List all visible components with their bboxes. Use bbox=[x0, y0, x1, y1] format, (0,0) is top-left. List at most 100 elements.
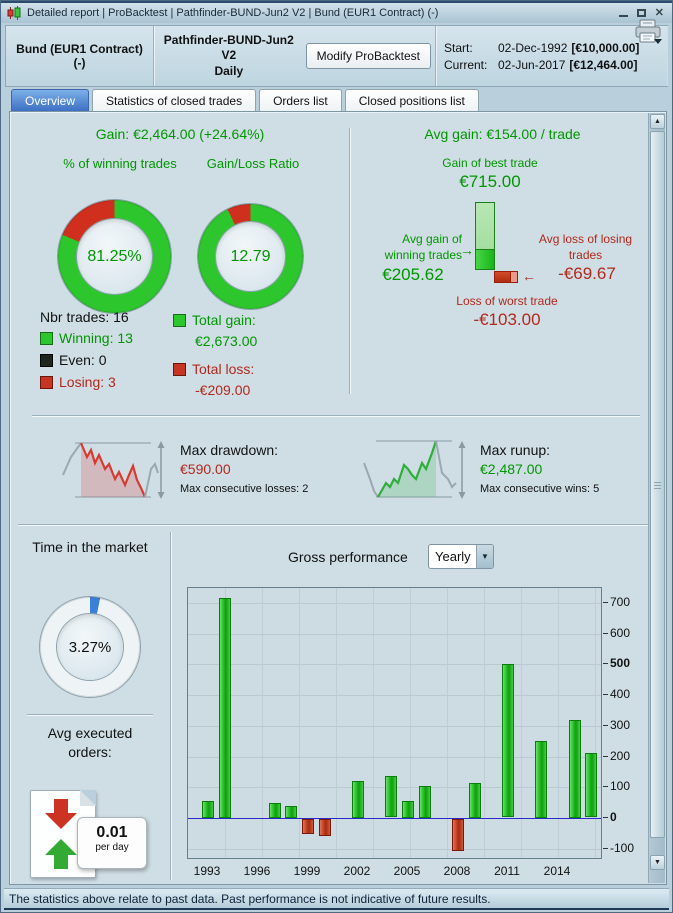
scrollbar-thumb[interactable] bbox=[650, 131, 665, 838]
max-runup-label: Max runup: bbox=[480, 442, 551, 458]
nbr-trades-text: Nbr trades: 16 bbox=[40, 309, 129, 325]
avg-loss-value: -€69.67 bbox=[558, 264, 616, 283]
gain-loss-ratio-donut: 12.79 bbox=[198, 204, 303, 309]
max-consecutive-wins: Max consecutive wins: 5 bbox=[480, 483, 600, 495]
chart-bar-2000 bbox=[319, 819, 331, 836]
y-tick-label: 700 bbox=[602, 595, 631, 609]
max-runup-value: €2,487.00 bbox=[480, 461, 543, 477]
gridline-vertical bbox=[410, 588, 411, 858]
total-gain-label: Total gain: bbox=[192, 312, 256, 328]
avg-win-bar bbox=[476, 249, 494, 269]
zero-line bbox=[188, 818, 601, 819]
x-tick-label: 1993 bbox=[193, 864, 221, 878]
report-header: Bund (EUR1 Contract) (-) Pathfinder-BUND… bbox=[5, 25, 668, 87]
total-loss-label: Total loss: bbox=[192, 361, 255, 377]
nbr-trades: Nbr trades: 16 bbox=[40, 309, 129, 325]
buy-arrow-icon bbox=[45, 839, 77, 869]
gridline-vertical bbox=[373, 588, 374, 858]
chart-bar-2016 bbox=[585, 753, 597, 817]
winning-swatch-icon bbox=[40, 331, 53, 345]
y-tick-label: 500 bbox=[602, 656, 631, 670]
time-in-market-donut: 3.27% bbox=[40, 597, 140, 697]
total-gain-legend: Total gain: bbox=[173, 312, 256, 328]
print-button[interactable] bbox=[634, 19, 664, 45]
arrow-right-icon: → bbox=[460, 242, 474, 258]
avg-orders-value: 0.01 bbox=[96, 824, 128, 841]
arrow-left-icon: ← bbox=[522, 268, 536, 284]
maximize-button[interactable] bbox=[636, 9, 646, 17]
dropdown-arrow-icon[interactable]: ▼ bbox=[476, 545, 493, 568]
chart-bar-2013 bbox=[535, 741, 547, 818]
chart-bar-2008 bbox=[452, 819, 464, 851]
avg-orders-title: Avg executed orders: bbox=[47, 725, 133, 760]
chart-bar-2015 bbox=[569, 720, 581, 818]
best-trade-bar bbox=[475, 202, 495, 270]
losing-legend: Losing: 3 bbox=[40, 374, 116, 390]
chart-bar-1998 bbox=[285, 806, 297, 818]
current-value: [€12,464.00] bbox=[569, 57, 638, 72]
avg-win-value: €205.62 bbox=[382, 265, 444, 284]
scroll-down-button[interactable]: ▼ bbox=[650, 855, 665, 870]
avg-gain-summary: Avg gain: €154.00 / trade bbox=[424, 126, 581, 142]
disclaimer-text: The statistics above relate to past data… bbox=[9, 891, 491, 906]
max-drawdown-label: Max drawdown: bbox=[180, 442, 279, 458]
chart-bar-2009 bbox=[469, 783, 481, 818]
window-title: Detailed report | ProBacktest | Pathfind… bbox=[27, 7, 439, 19]
tab-overview[interactable]: Overview bbox=[11, 89, 90, 111]
winning-count: Winning: 13 bbox=[59, 330, 133, 346]
modify-probacktest-button[interactable]: Modify ProBacktest bbox=[305, 43, 431, 69]
x-tick-label: 2005 bbox=[393, 864, 421, 878]
chart-bar-1999 bbox=[302, 819, 314, 834]
scroll-up-button[interactable]: ▲ bbox=[650, 114, 665, 129]
gridline-vertical bbox=[558, 588, 559, 858]
printer-menu-arrow-icon bbox=[654, 39, 662, 44]
avg-loss-bar bbox=[495, 272, 511, 282]
close-button[interactable]: ✕ bbox=[654, 7, 664, 19]
app-candlestick-icon bbox=[7, 6, 21, 20]
section-divider-2 bbox=[18, 524, 650, 525]
chart-bar-2002 bbox=[352, 781, 364, 818]
overview-panel: Gain: €2,464.00 (+24.64%) Avg gain: €154… bbox=[9, 111, 667, 885]
vertical-scrollbar[interactable]: ▲ ▼ bbox=[648, 113, 665, 883]
start-value: [€10,000.00] bbox=[571, 40, 640, 55]
tab-closed-positions-list[interactable]: Closed positions list bbox=[344, 89, 479, 111]
timeframe-text: Daily bbox=[214, 63, 244, 78]
worst-trade-bar bbox=[494, 271, 518, 283]
x-tick-label: 2011 bbox=[494, 864, 520, 878]
x-tick-label: 1996 bbox=[243, 864, 271, 878]
x-tick-label: 2002 bbox=[343, 864, 371, 878]
gridline-horizontal bbox=[188, 695, 601, 696]
instrument-name: Bund (EUR1 Contract) (-) bbox=[6, 26, 154, 86]
best-trade-value: €715.00 bbox=[459, 172, 521, 191]
even-count: Even: 0 bbox=[59, 352, 107, 368]
period-selector[interactable]: Yearly ▼ bbox=[428, 544, 494, 569]
avg-orders-value-box: 0.01 per day bbox=[77, 817, 147, 869]
sell-arrow-icon bbox=[45, 799, 77, 829]
gridline-horizontal bbox=[188, 726, 601, 727]
page-fold-icon bbox=[80, 790, 96, 806]
max-drawdown-value: €590.00 bbox=[180, 461, 231, 477]
current-label: Current: bbox=[444, 57, 488, 72]
section-divider-1 bbox=[32, 415, 640, 416]
even-legend: Even: 0 bbox=[40, 352, 106, 368]
avg-orders-unit: per day bbox=[95, 842, 129, 853]
time-in-market-title: Time in the market bbox=[32, 539, 148, 555]
total-loss-swatch-icon bbox=[173, 362, 186, 376]
tab-orders-list[interactable]: Orders list bbox=[259, 89, 342, 111]
scrollbar-grip-icon bbox=[654, 481, 661, 489]
current-row: Current: 02-Jun-2017 [€12,464.00] bbox=[444, 58, 637, 72]
tab-statistics-of-closed-trades[interactable]: Statistics of closed trades bbox=[92, 89, 257, 111]
x-tick-label: 2014 bbox=[543, 864, 571, 878]
period-selector-value: Yearly bbox=[435, 549, 471, 564]
gridline-vertical bbox=[595, 588, 596, 858]
x-tick-label: 2008 bbox=[443, 864, 471, 878]
gridline-horizontal bbox=[188, 634, 601, 635]
minimize-button[interactable] bbox=[618, 9, 628, 17]
top-section-divider bbox=[349, 128, 350, 394]
y-tick-label: 600 bbox=[602, 626, 631, 640]
y-tick-label: 0 bbox=[603, 810, 617, 824]
x-axis-labels: 1993 1996 1999 2002 2005 2008 2011 2014 bbox=[187, 864, 607, 880]
chart-bar-2005 bbox=[402, 801, 414, 818]
system-name-text: Pathfinder-BUND-Jun2 V2 bbox=[163, 32, 294, 63]
gridline-vertical bbox=[447, 588, 448, 858]
